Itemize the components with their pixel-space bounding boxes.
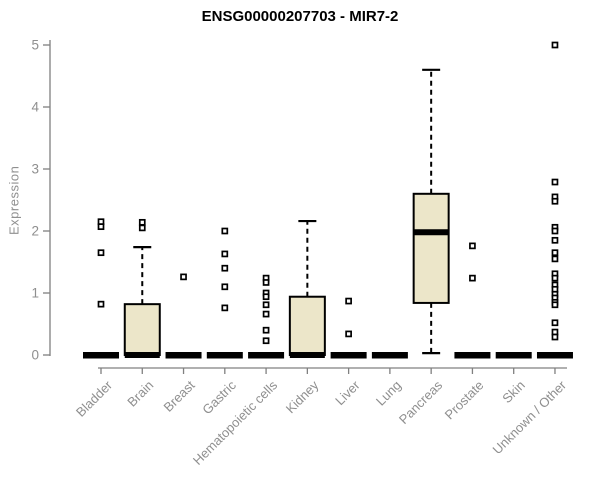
x-tick-label: Liver: [332, 377, 363, 408]
box-group: [371, 352, 408, 359]
box-group: [330, 297, 367, 359]
median-line: [330, 352, 367, 359]
box-iqr: [123, 303, 161, 357]
x-tick-label: Kidney: [283, 377, 322, 416]
outlier-point: [138, 218, 146, 226]
median-line: [413, 229, 449, 236]
outlier-point: [551, 274, 559, 282]
box-group: [248, 274, 285, 359]
median-line: [83, 352, 119, 359]
y-tick-label: 5: [31, 38, 39, 53]
outlier-point: [551, 301, 559, 309]
x-tick-label: Breast: [160, 377, 197, 414]
outlier-point: [97, 249, 105, 257]
y-tick-label: 1: [31, 286, 39, 301]
box-group: [536, 41, 573, 359]
box-iqr: [288, 295, 326, 356]
outlier-point: [262, 279, 270, 286]
box-group: [165, 273, 202, 359]
x-tick-label: Bladder: [73, 377, 116, 420]
box-group: [495, 352, 532, 359]
x-tick-label: Lung: [373, 378, 404, 409]
box-group: [83, 218, 119, 359]
median-line: [536, 352, 573, 359]
box-group: [123, 218, 161, 358]
outlier-point: [469, 274, 476, 282]
outlier-point: [469, 242, 476, 250]
outlier-point: [262, 301, 270, 309]
outlier-point: [551, 178, 559, 186]
x-tick-label: Prostate: [442, 378, 487, 423]
x-tick-label: Skin: [499, 378, 527, 406]
outlier-point: [551, 227, 559, 235]
outlier-point: [551, 333, 559, 341]
x-tick-label: Gastric: [199, 377, 239, 417]
chart-title: ENSG00000207703 - MIR7-2: [201, 8, 399, 25]
median-line: [495, 352, 532, 359]
outlier-point: [97, 300, 105, 308]
y-tick-label: 3: [31, 162, 39, 177]
y-axis-title: Expression: [6, 165, 22, 235]
outlier-point: [551, 197, 559, 205]
outlier-point: [262, 337, 270, 345]
outlier-point: [551, 41, 559, 49]
x-tick-label: Pancreas: [396, 377, 446, 427]
outlier-point: [138, 224, 146, 232]
outlier-point: [221, 250, 229, 258]
outlier-point: [551, 319, 559, 327]
median-line: [206, 352, 243, 359]
median-line: [371, 352, 408, 359]
x-tick-label: Unknown / Other: [490, 377, 570, 457]
median-line: [124, 352, 160, 358]
box-group: [206, 227, 243, 359]
outlier-point: [97, 223, 105, 231]
box-iqr: [412, 192, 450, 304]
y-tick-label: 2: [31, 224, 39, 239]
box-group: [412, 68, 450, 355]
outlier-point: [221, 304, 229, 312]
outlier-point: [221, 283, 229, 291]
outlier-point: [345, 330, 352, 338]
outlier-point: [551, 249, 559, 257]
median-line: [165, 352, 202, 359]
outlier-point: [262, 310, 270, 318]
outlier-point: [345, 297, 352, 305]
y-tick-label: 0: [31, 348, 39, 363]
box-group: [288, 219, 326, 358]
box-group: [454, 242, 491, 359]
x-tick-label: Brain: [124, 378, 156, 410]
median-line: [289, 352, 325, 358]
outlier-point: [180, 273, 187, 281]
median-line: [454, 352, 491, 359]
outlier-point: [221, 264, 229, 272]
outlier-point: [221, 227, 229, 235]
outlier-point: [551, 255, 559, 263]
median-line: [248, 352, 285, 359]
y-tick-label: 4: [31, 100, 39, 115]
outlier-point: [551, 236, 559, 244]
outlier-point: [262, 326, 270, 334]
outlier-point: [262, 293, 270, 301]
